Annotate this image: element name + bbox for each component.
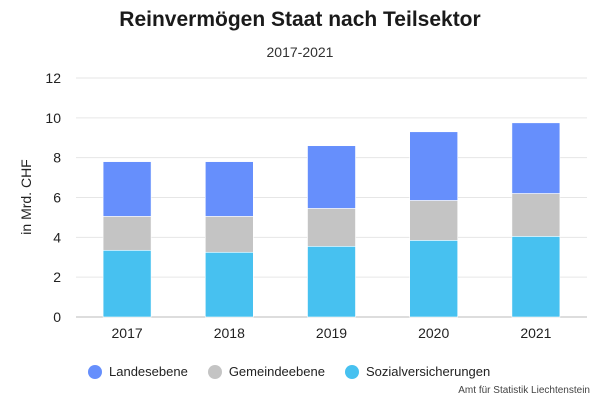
legend-item-sozialversicherungen[interactable]: Sozialversicherungen <box>344 364 491 379</box>
bar-segment-sozialversicherungen[interactable] <box>511 236 561 318</box>
bar-segment-landesebene[interactable] <box>307 145 356 209</box>
y-tick-label: 10 <box>45 110 61 126</box>
legend-item-gemeindeebene[interactable]: Gemeindeebene <box>207 364 325 379</box>
x-tick-label: 2021 <box>520 325 551 341</box>
y-tick-label: 2 <box>53 269 61 285</box>
legend-item-landesebene[interactable]: Landesebene <box>88 364 188 379</box>
x-tick-label: 2020 <box>418 325 449 341</box>
bar-segment-landesebene[interactable] <box>511 122 561 194</box>
y-tick-label: 6 <box>53 190 61 206</box>
x-tick-label: 2017 <box>112 325 143 341</box>
bar-stacks <box>102 122 561 318</box>
bar-segment-gemeindeebene[interactable] <box>511 193 561 237</box>
y-axis-ticks: 0 2 4 6 8 10 12 <box>45 70 61 325</box>
y-tick-label: 0 <box>53 309 61 325</box>
legend-swatch <box>88 364 102 379</box>
legend-label: Sozialversicherungen <box>365 364 491 379</box>
legend-swatch <box>207 364 222 379</box>
bar-segment-sozialversicherungen[interactable] <box>205 251 254 318</box>
bar-segment-gemeindeebene[interactable] <box>205 216 254 253</box>
y-axis-label: in Mrd. CHF <box>18 159 34 234</box>
bar-segment-landesebene[interactable] <box>205 161 254 217</box>
bar-segment-gemeindeebene[interactable] <box>409 200 459 241</box>
legend-label: Gemeindeebene <box>228 364 325 379</box>
bar-segment-landesebene[interactable] <box>409 131 459 201</box>
y-tick-label: 8 <box>53 150 61 166</box>
bar-segment-sozialversicherungen[interactable] <box>409 240 459 318</box>
x-tick-label: 2019 <box>316 325 347 341</box>
x-axis-ticks: 2017 2018 2019 2020 2021 <box>112 325 552 341</box>
source-credit: Amt für Statistik Liechtenstein <box>458 385 590 396</box>
bar-segment-gemeindeebene[interactable] <box>102 216 152 251</box>
legend-label: Landesebene <box>109 364 188 379</box>
legend-swatch <box>344 364 359 379</box>
bar-segment-sozialversicherungen[interactable] <box>102 249 152 318</box>
chart-title: Reinvermögen Staat nach Teilsektor <box>119 8 481 31</box>
x-tick-label: 2018 <box>214 325 245 341</box>
y-tick-label: 12 <box>45 70 61 86</box>
y-tick-label: 4 <box>53 229 61 245</box>
bar-segment-gemeindeebene[interactable] <box>307 208 356 247</box>
gridlines <box>76 77 587 318</box>
chart-legend: Landesebene Gemeindeebene Sozialversiche… <box>88 364 510 379</box>
chart-subtitle: 2017-2021 <box>266 44 334 60</box>
bar-segment-landesebene[interactable] <box>102 161 152 217</box>
bar-segment-sozialversicherungen[interactable] <box>307 245 356 318</box>
